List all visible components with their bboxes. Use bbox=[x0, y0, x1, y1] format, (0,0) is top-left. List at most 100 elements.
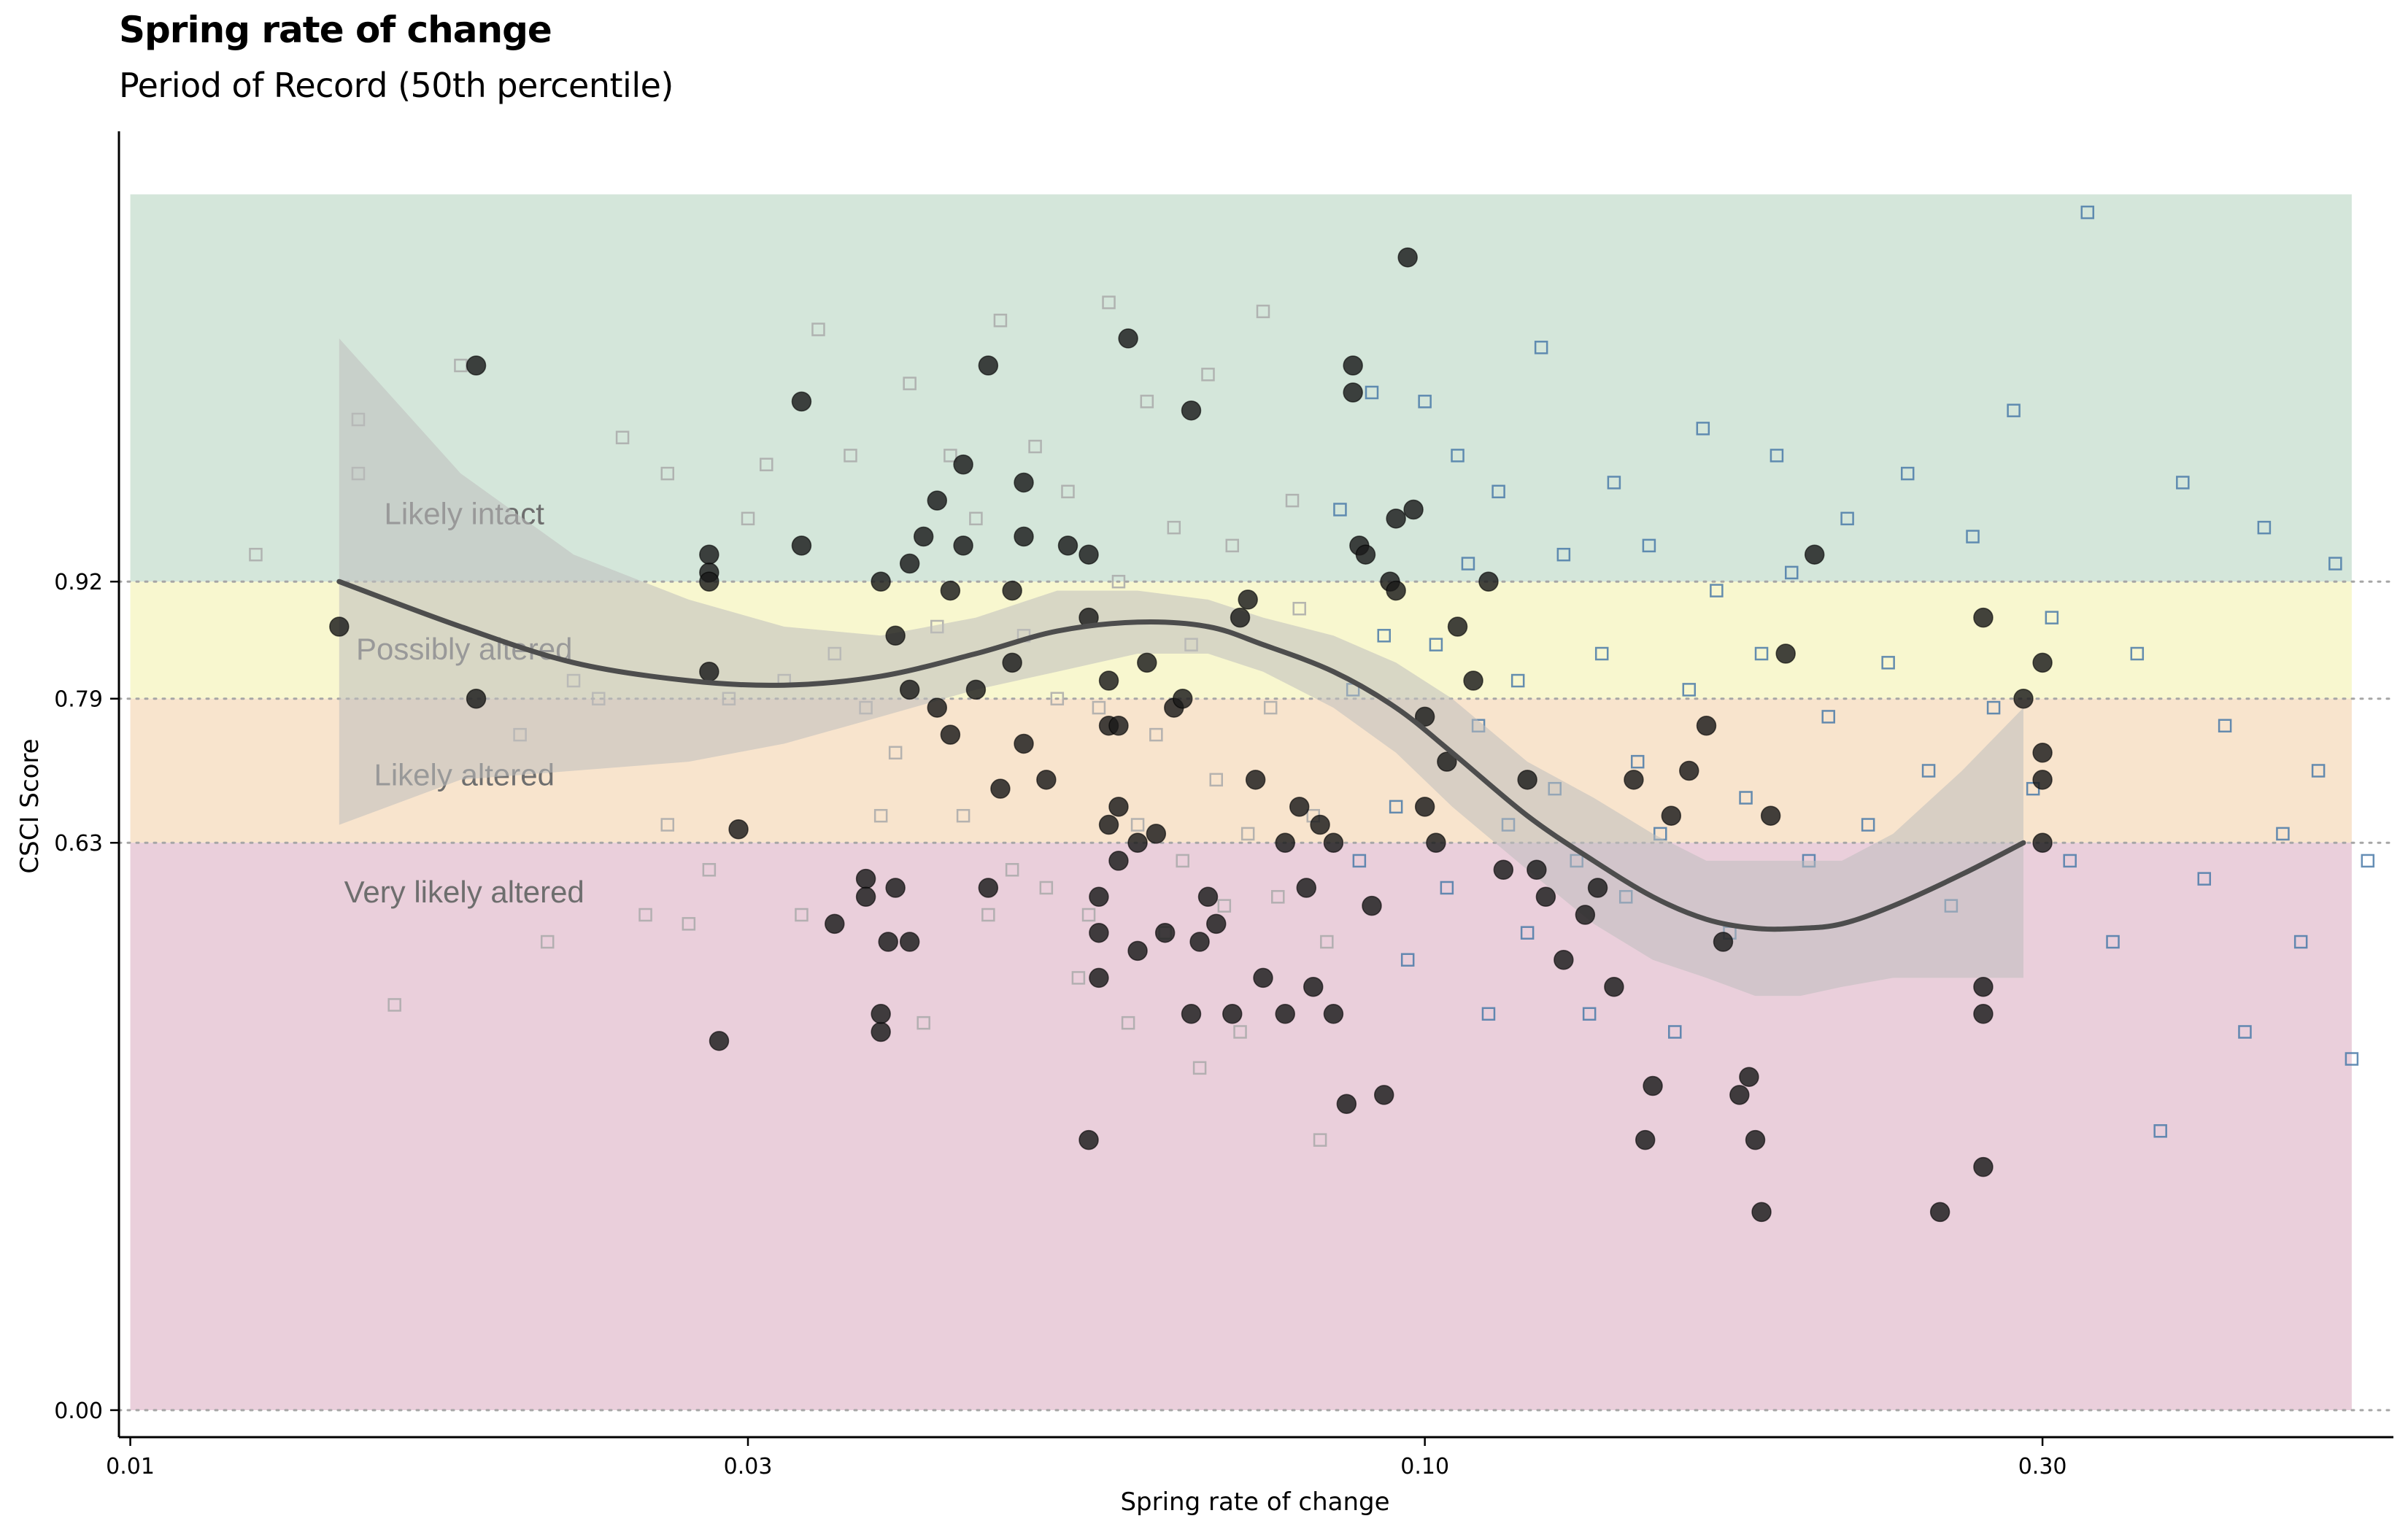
square-point bbox=[2218, 719, 2232, 733]
square-point bbox=[1256, 304, 1270, 319]
square-point bbox=[903, 376, 916, 390]
square-point bbox=[873, 808, 888, 823]
data-point bbox=[1973, 1156, 1994, 1177]
square-point bbox=[1217, 899, 1232, 913]
x-tick-label: 0.10 bbox=[1400, 1454, 1449, 1479]
data-point bbox=[1478, 571, 1499, 592]
square-point bbox=[249, 547, 263, 562]
data-point bbox=[1189, 932, 1210, 952]
square-point bbox=[1263, 700, 1278, 715]
data-point bbox=[699, 661, 719, 682]
data-point bbox=[1014, 526, 1034, 547]
data-point bbox=[899, 932, 920, 952]
data-point bbox=[927, 697, 948, 718]
data-point bbox=[1036, 770, 1057, 790]
square-point bbox=[969, 511, 983, 526]
square-point bbox=[1785, 565, 1799, 580]
square-point bbox=[1233, 1025, 1247, 1039]
square-point bbox=[1333, 503, 1347, 517]
data-point bbox=[1373, 1085, 1394, 1105]
square-point bbox=[916, 1015, 930, 1030]
data-point bbox=[709, 1031, 730, 1051]
square-point bbox=[1005, 863, 1019, 877]
square-point bbox=[1071, 971, 1086, 985]
square-point bbox=[760, 457, 773, 472]
square-point bbox=[1102, 295, 1116, 309]
square-point bbox=[1840, 511, 1854, 526]
square-point bbox=[615, 430, 630, 444]
data-point bbox=[1275, 1004, 1295, 1024]
square-point bbox=[943, 449, 957, 463]
square-point bbox=[2238, 1025, 2252, 1039]
square-point bbox=[1176, 854, 1189, 868]
square-point bbox=[2293, 935, 2308, 949]
square-point bbox=[2328, 557, 2342, 570]
data-point bbox=[1343, 382, 1363, 403]
data-point bbox=[2032, 770, 2053, 790]
data-point bbox=[1323, 1004, 1344, 1024]
data-point bbox=[1463, 670, 1483, 691]
data-point bbox=[1713, 932, 1734, 952]
data-point bbox=[1230, 607, 1251, 628]
data-point bbox=[466, 688, 487, 709]
data-point bbox=[871, 571, 891, 592]
square-point bbox=[702, 863, 717, 877]
square-point bbox=[1921, 764, 1936, 778]
data-point bbox=[1397, 247, 1418, 268]
data-point bbox=[1078, 1129, 1099, 1150]
data-point bbox=[953, 535, 973, 556]
square-point bbox=[638, 908, 652, 922]
square-point bbox=[1092, 700, 1106, 715]
data-point bbox=[1014, 472, 1034, 493]
data-point bbox=[1804, 544, 1825, 565]
data-point bbox=[1643, 1075, 1663, 1096]
square-point bbox=[1149, 727, 1163, 742]
data-point bbox=[1760, 805, 1781, 826]
square-point bbox=[888, 746, 903, 760]
y-tick-label: 0.63 bbox=[54, 831, 103, 856]
square-point bbox=[2106, 935, 2120, 949]
data-point bbox=[1089, 922, 1109, 943]
data-point bbox=[878, 932, 898, 952]
square-point bbox=[2311, 764, 2326, 778]
square-point bbox=[741, 511, 755, 526]
square-point bbox=[1121, 1015, 1135, 1030]
data-point bbox=[1751, 1202, 1772, 1223]
square-point bbox=[1534, 341, 1548, 355]
square-point bbox=[1861, 818, 1875, 832]
square-point bbox=[1900, 466, 1915, 481]
square-point bbox=[844, 449, 857, 463]
square-point bbox=[1081, 908, 1096, 922]
square-point bbox=[1167, 520, 1181, 535]
square-point bbox=[1440, 881, 1454, 895]
data-point bbox=[1535, 886, 1556, 908]
data-point bbox=[940, 580, 961, 601]
x-tick-label: 0.03 bbox=[724, 1454, 773, 1479]
square-point bbox=[2007, 403, 2021, 417]
data-point bbox=[1587, 878, 1608, 898]
square-points bbox=[249, 205, 2375, 1147]
data-point bbox=[1343, 355, 1363, 376]
data-point bbox=[855, 868, 876, 889]
data-point bbox=[1745, 1129, 1766, 1150]
square-point bbox=[795, 908, 809, 922]
square-point bbox=[1389, 800, 1403, 814]
data-point bbox=[791, 391, 812, 412]
data-point bbox=[1527, 859, 1547, 881]
data-point bbox=[1973, 1004, 1994, 1024]
data-point bbox=[728, 819, 749, 840]
data-point bbox=[1517, 770, 1537, 790]
square-point bbox=[1966, 530, 1980, 543]
square-point bbox=[1240, 827, 1255, 841]
square-point bbox=[1594, 646, 1609, 661]
data-point bbox=[1775, 643, 1796, 664]
square-point bbox=[1320, 935, 1334, 949]
data-point bbox=[1303, 977, 1324, 997]
data-point bbox=[1635, 1129, 1656, 1150]
data-point bbox=[1973, 977, 1994, 997]
square-point bbox=[1271, 890, 1285, 904]
data-point bbox=[965, 679, 987, 700]
y-tick-label: 0.92 bbox=[54, 570, 103, 595]
data-point bbox=[855, 886, 876, 908]
